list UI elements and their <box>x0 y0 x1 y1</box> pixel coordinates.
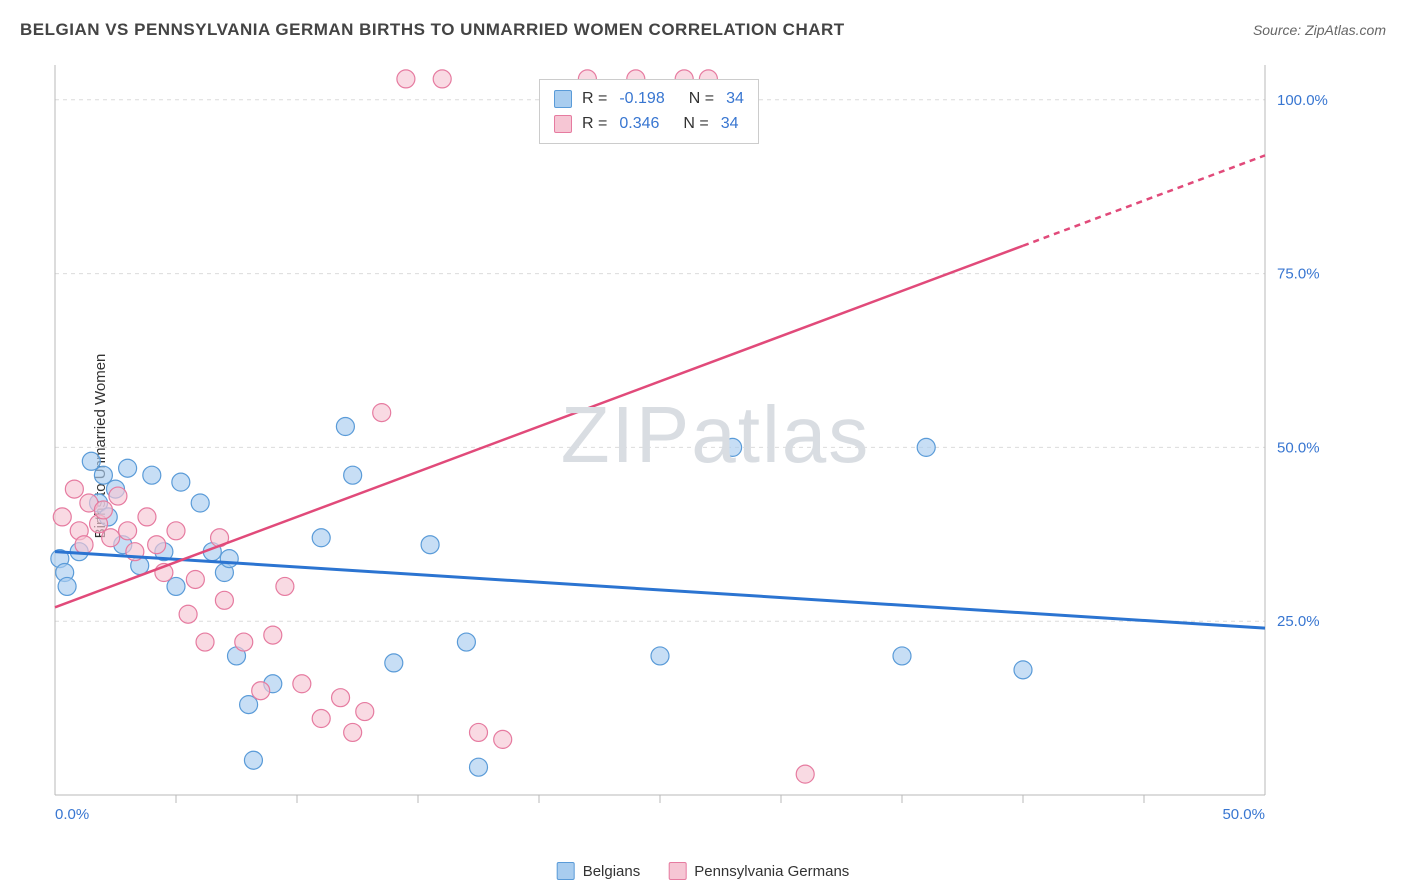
scatter-chart-svg: 25.0% 50.0% 75.0% 100.0% 0.0% 50.0% <box>45 55 1345 825</box>
data-point <box>421 536 439 554</box>
series-legend: Belgians Pennsylvania Germans <box>557 862 850 880</box>
data-point <box>102 529 120 547</box>
regression-line <box>55 246 1023 608</box>
data-point <box>119 459 137 477</box>
data-point <box>917 438 935 456</box>
data-point <box>119 522 137 540</box>
correlation-legend: R = -0.198 N = 34 R = 0.346 N = 34 <box>539 79 759 144</box>
legend-item: Pennsylvania Germans <box>668 862 849 880</box>
legend-swatch <box>557 862 575 880</box>
data-point <box>220 550 238 568</box>
data-point <box>344 466 362 484</box>
data-point <box>293 675 311 693</box>
data-point <box>196 633 214 651</box>
data-point <box>724 438 742 456</box>
data-point <box>138 508 156 526</box>
legend-swatch <box>668 862 686 880</box>
regression-line <box>55 552 1265 628</box>
data-point <box>264 626 282 644</box>
x-tick-label: 50.0% <box>1222 806 1265 823</box>
source-attribution: Source: ZipAtlas.com <box>1253 22 1386 38</box>
data-point <box>312 710 330 728</box>
x-tick-label: 0.0% <box>55 806 89 823</box>
data-point <box>191 494 209 512</box>
r-label: R = <box>582 86 607 112</box>
n-value: 34 <box>726 86 744 112</box>
r-value: -0.198 <box>619 86 664 112</box>
legend-label: Pennsylvania Germans <box>694 863 849 880</box>
data-point <box>75 536 93 554</box>
data-point <box>94 501 112 519</box>
data-point <box>53 508 71 526</box>
data-point <box>470 758 488 776</box>
chart-header: BELGIAN VS PENNSYLVANIA GERMAN BIRTHS TO… <box>20 20 1386 40</box>
correlation-row: R = -0.198 N = 34 <box>554 86 744 112</box>
data-point <box>397 70 415 88</box>
chart-area: 25.0%50.0%75.0%100.0%0.0%50.0% ZIPatlas … <box>45 55 1386 847</box>
data-point <box>109 487 127 505</box>
data-point <box>796 765 814 783</box>
chart-title: BELGIAN VS PENNSYLVANIA GERMAN BIRTHS TO… <box>20 20 845 40</box>
data-point <box>457 633 475 651</box>
r-label: R = <box>582 111 607 137</box>
regression-line-dashed <box>1023 155 1265 245</box>
n-label: N = <box>683 111 708 137</box>
r-value: 0.346 <box>619 111 659 137</box>
y-tick-label: 75.0% <box>1277 266 1320 283</box>
data-point <box>186 570 204 588</box>
data-point <box>893 647 911 665</box>
y-tick-label: 25.0% <box>1277 613 1320 630</box>
data-point <box>172 473 190 491</box>
legend-label: Belgians <box>583 863 641 880</box>
data-point <box>356 703 374 721</box>
legend-swatch <box>554 115 572 133</box>
data-point <box>1014 661 1032 679</box>
data-point <box>148 536 166 554</box>
data-point <box>58 577 76 595</box>
data-point <box>65 480 83 498</box>
data-point <box>373 404 391 422</box>
legend-swatch <box>554 90 572 108</box>
data-point <box>252 682 270 700</box>
data-point <box>215 591 233 609</box>
data-point <box>494 730 512 748</box>
data-point <box>651 647 669 665</box>
data-point <box>276 577 294 595</box>
data-point <box>385 654 403 672</box>
y-tick-label: 50.0% <box>1277 439 1320 456</box>
data-point <box>470 723 488 741</box>
data-point <box>143 466 161 484</box>
legend-item: Belgians <box>557 862 641 880</box>
data-point <box>244 751 262 769</box>
y-tick-label: 100.0% <box>1277 92 1328 109</box>
n-value: 34 <box>721 111 739 137</box>
data-point <box>332 689 350 707</box>
n-label: N = <box>689 86 714 112</box>
data-point <box>433 70 451 88</box>
data-point <box>312 529 330 547</box>
data-point <box>167 522 185 540</box>
correlation-row: R = 0.346 N = 34 <box>554 111 744 137</box>
data-point <box>344 723 362 741</box>
data-point <box>336 418 354 436</box>
data-point <box>235 633 253 651</box>
data-point <box>179 605 197 623</box>
